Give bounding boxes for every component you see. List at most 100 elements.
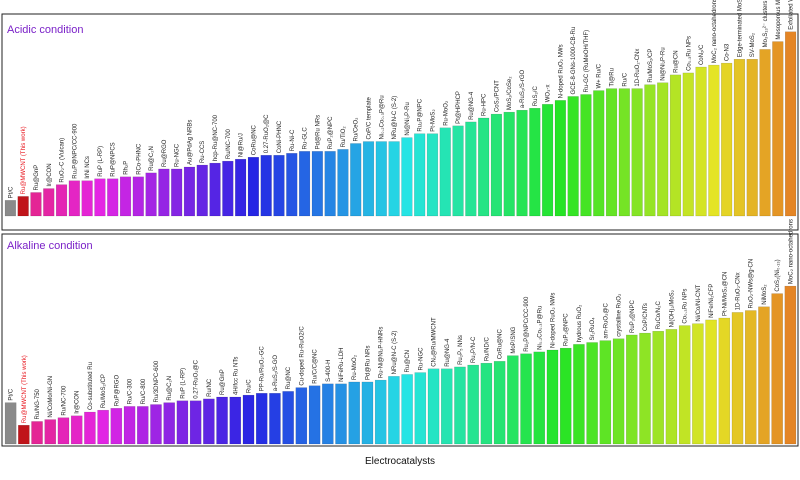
alkaline-bar bbox=[388, 376, 400, 445]
acidic-bar bbox=[324, 151, 336, 217]
acidic-bar-label: Ru@MWCNT (This work) bbox=[21, 126, 27, 194]
alkaline-bar-label: Ru/C-300 bbox=[128, 378, 134, 404]
alkaline-bar-label: Ru-MoO₂ bbox=[352, 354, 358, 380]
acidic-bar-label: Ru₂P@NPC bbox=[418, 98, 424, 131]
acidic-bar-label: Ru@CN bbox=[673, 50, 679, 72]
acidic-bar bbox=[465, 121, 477, 217]
acidic-bar bbox=[171, 168, 183, 217]
acidic-bar-label: Ru@GnP bbox=[34, 165, 40, 191]
acidic-bar bbox=[81, 180, 93, 217]
alkaline-bar bbox=[269, 393, 281, 445]
acidic-bar-label: Ni@Ni₂P-Ru bbox=[661, 47, 667, 80]
acidic-bar-label: GCE-8-GNs-1000-CB-Ru bbox=[571, 27, 577, 95]
acidic-bar bbox=[375, 141, 387, 217]
acidic-bar bbox=[644, 84, 656, 217]
alkaline-bar-label: Ru/ND/C bbox=[484, 336, 490, 361]
acidic-bar-label: Ru@NG-4 bbox=[469, 91, 475, 120]
acidic-bar-label: MoC₂ nano-octahedrons bbox=[712, 0, 718, 63]
acidic-bar bbox=[439, 127, 451, 217]
acidic-bar-label: CoRu@NC bbox=[251, 124, 257, 155]
alkaline-bar-label: RuO₂-NWs@g-CN bbox=[749, 259, 755, 309]
alkaline-bar bbox=[374, 379, 387, 445]
alkaline-bar bbox=[771, 293, 783, 445]
acidic-bar-label: Ni₀.₂Co₀.₃P@Ru bbox=[379, 95, 385, 139]
acidic-bar bbox=[478, 117, 490, 217]
alkaline-bar-label: Ru-NGC bbox=[418, 347, 424, 371]
alkaline-bar-label: RuP@RGO bbox=[114, 375, 120, 407]
acidic-bar bbox=[196, 164, 208, 217]
alkaline-bar bbox=[401, 374, 413, 445]
alkaline-bar bbox=[520, 353, 532, 445]
alkaline-bar-label: Ir@CON bbox=[75, 391, 81, 414]
acidic-bar-label: Au@PdAg NRBs bbox=[187, 120, 193, 165]
alkaline-bar bbox=[150, 404, 162, 445]
highlight-note: (This work) bbox=[22, 355, 28, 386]
alkaline-bar-label: Ru@C₂N bbox=[167, 376, 173, 401]
alkaline-bar-label: Ru@NG-4 bbox=[445, 338, 451, 367]
acidic-bar-label: Ru@C₂N bbox=[149, 146, 155, 171]
alkaline-bar bbox=[295, 387, 308, 445]
x-axis-title: Electrocatalysts bbox=[365, 456, 435, 467]
acidic-bar bbox=[158, 168, 170, 217]
alkaline-bar-label: CoS₂(Ni₀.₁₃) bbox=[775, 259, 781, 291]
acidic-bar-label: Ru-MoO₂ bbox=[443, 100, 449, 126]
alkaline-bar-label: 4H/fcc Ru NTs bbox=[233, 357, 239, 395]
acidic-bar bbox=[708, 64, 720, 217]
acidic-bar bbox=[721, 62, 733, 217]
alkaline-bar bbox=[31, 421, 43, 445]
alkaline-bar bbox=[229, 396, 242, 445]
acidic-bar-label: Ru-NGC bbox=[175, 143, 181, 167]
acidic-bar-label: Pt-MoS₂ bbox=[430, 109, 436, 132]
alkaline-bar bbox=[203, 398, 215, 445]
alkaline-bar bbox=[758, 306, 770, 445]
acidic-bar-label: CoNi-PHNC bbox=[277, 120, 283, 153]
acidic-bar-label: Ru-GLC bbox=[303, 127, 309, 150]
acidic-bar bbox=[605, 88, 618, 217]
acidic-bar-label: RCo-PHNC bbox=[136, 143, 142, 175]
acidic-bar bbox=[452, 125, 464, 217]
alkaline-bar bbox=[18, 425, 30, 445]
acidic-bar bbox=[733, 59, 746, 217]
acidic-bar bbox=[542, 104, 554, 217]
alkaline-bar-label: Ni-doped RuO₂ NWs bbox=[550, 293, 556, 348]
alkaline-bar bbox=[493, 361, 506, 445]
acidic-bar-label: MoS₂/CoSe₂ bbox=[507, 76, 513, 110]
acidic-bar-label: hcp-Ru@NC-700 bbox=[213, 114, 219, 161]
acidic-bar bbox=[209, 162, 221, 217]
acidic-bar bbox=[222, 160, 234, 217]
alkaline-bar-label: Ru/C bbox=[247, 379, 253, 393]
acidic-bar-label: Co₀.₃Ru NPs bbox=[686, 36, 692, 71]
alkaline-bar bbox=[731, 312, 744, 445]
acidic-bar bbox=[260, 155, 272, 217]
acidic-panel: Acidic condition Pt/C Ru@MWCNT (This work… bbox=[1, 0, 799, 231]
acidic-bar-label: a-RuS₂/S-rGO bbox=[520, 69, 526, 108]
alkaline-bar-label: NiFeRu-LDH bbox=[339, 347, 345, 381]
acidic-bar bbox=[119, 176, 132, 217]
acidic-bar-label: W+ Ru/C bbox=[597, 63, 603, 88]
alkaline-bar-label: Ru/NC bbox=[207, 378, 213, 397]
alkaline-bar bbox=[652, 331, 664, 445]
alkaline-bar bbox=[441, 368, 453, 445]
alkaline-bar bbox=[361, 381, 374, 445]
acidic-bar-label: RuP@NPCS bbox=[111, 142, 117, 176]
alkaline-bar-label: Ru@NC bbox=[286, 366, 292, 389]
alkaline-panel-title: Alkaline condition bbox=[7, 240, 93, 252]
alkaline-bar-label: Ni(OH)₂/MoS₂ bbox=[669, 289, 675, 327]
acidic-bar bbox=[618, 88, 630, 217]
alkaline-bar bbox=[137, 406, 149, 445]
acidic-bar-label: Ni@Ni₂P-Ru bbox=[405, 102, 411, 135]
acidic-panel-title: Acidic condition bbox=[7, 24, 83, 36]
acidic-bar bbox=[286, 153, 298, 217]
acidic-bar bbox=[657, 82, 669, 217]
alkaline-bar-label: Co-substituted Ru bbox=[88, 362, 94, 410]
alkaline-bar-label: Ru@MWCNT (This work) bbox=[22, 355, 28, 423]
alkaline-bar-label: Cu-doped Ru-RuO2/C bbox=[299, 326, 305, 386]
acidic-bar bbox=[362, 141, 375, 217]
alkaline-bar-label: Ru/NC-700 bbox=[61, 385, 67, 416]
acidic-bar-label: RuS₂/C bbox=[533, 86, 539, 107]
alkaline-bar bbox=[507, 355, 519, 445]
alkaline-bar bbox=[189, 400, 202, 445]
acidic-bar bbox=[247, 156, 259, 217]
acidic-bar bbox=[183, 166, 196, 217]
